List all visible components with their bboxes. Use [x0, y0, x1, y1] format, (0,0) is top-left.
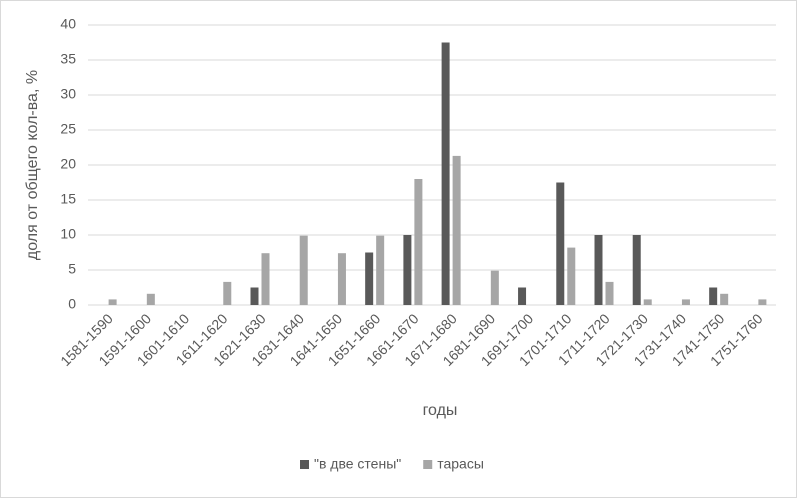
y-tick-label: 15	[60, 191, 76, 207]
bar	[709, 287, 718, 305]
bar	[567, 247, 576, 305]
bar	[556, 182, 565, 305]
legend-swatch	[423, 460, 433, 469]
y-tick-label: 5	[68, 261, 76, 277]
bar	[643, 299, 652, 305]
legend-label: "в две стены"	[314, 456, 401, 472]
bar	[681, 299, 690, 305]
bar	[299, 235, 308, 305]
y-tick-label: 25	[60, 121, 76, 137]
bar	[146, 293, 155, 305]
bar	[376, 235, 385, 305]
bar	[337, 253, 346, 305]
bar	[223, 281, 232, 305]
bar	[720, 293, 729, 305]
bar	[605, 281, 614, 305]
bar	[518, 287, 527, 305]
bar	[108, 299, 117, 305]
bar	[403, 235, 412, 305]
bar	[758, 299, 767, 305]
bar	[261, 253, 270, 305]
y-tick-label: 40	[60, 16, 76, 32]
bar	[250, 287, 259, 305]
y-tick-label: 10	[60, 226, 76, 242]
y-tick-label: 0	[68, 296, 76, 312]
bar	[632, 235, 641, 305]
y-axis-title: доля от общего кол-ва, %	[24, 70, 41, 260]
bar	[414, 179, 423, 305]
bar	[365, 252, 374, 305]
bar	[594, 235, 603, 305]
bar	[452, 155, 461, 305]
bar	[441, 42, 450, 305]
y-tick-label: 30	[60, 86, 76, 102]
legend-swatch	[300, 460, 309, 469]
y-tick-label: 20	[60, 156, 76, 172]
legend-label: тарасы	[437, 456, 484, 472]
x-axis-title: годы	[423, 402, 458, 419]
bar	[490, 270, 499, 305]
y-tick-label: 35	[60, 51, 76, 67]
